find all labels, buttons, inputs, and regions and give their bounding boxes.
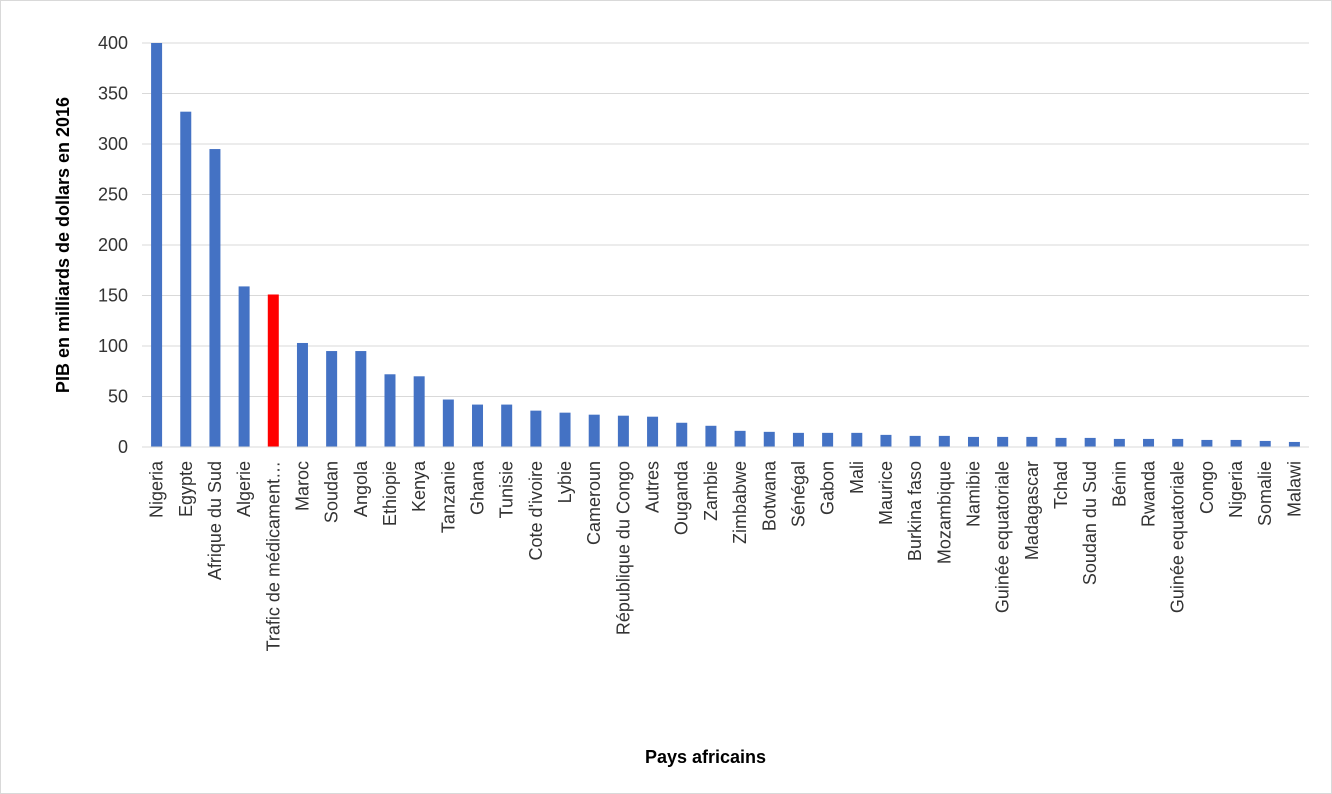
x-tick-label: Somalie (1255, 461, 1275, 526)
x-tick-label: Mozambique (934, 461, 954, 564)
y-tick-label: 100 (98, 336, 128, 356)
x-tick-label: Gabon (818, 461, 838, 515)
bar (1084, 437, 1096, 447)
bar (501, 404, 513, 447)
bar (909, 435, 921, 447)
bar (880, 434, 892, 447)
bar (472, 404, 484, 447)
x-tick-label: Guinée equatoriale (1168, 461, 1188, 613)
x-tick-label: Botwana (759, 460, 779, 531)
y-tick-label: 0 (118, 437, 128, 457)
x-tick-label: Nigeria (147, 460, 167, 518)
bar (822, 432, 834, 447)
x-tick-label: Congo (1197, 461, 1217, 514)
bar (238, 286, 250, 447)
x-tick-label: Kenya (409, 460, 429, 512)
y-tick-label: 150 (98, 286, 128, 306)
bar (1201, 439, 1213, 447)
x-tick-label: Mali (847, 461, 867, 494)
x-tick-label: Maroc (292, 461, 312, 511)
bar (1172, 438, 1184, 447)
x-tick-label: Namibie (963, 461, 983, 527)
x-tick-label: Guinée equatoriale (993, 461, 1013, 613)
bar (384, 374, 396, 447)
bar (1055, 437, 1067, 447)
x-tick-label: Madagascar (1022, 461, 1042, 560)
x-tick-label: Algerie (234, 461, 254, 517)
x-tick-label: Trafic de médicament… (263, 461, 283, 651)
x-tick-label: Soudan (322, 461, 342, 523)
bar (1143, 438, 1155, 447)
x-tick-label: Burkina faso (905, 461, 925, 561)
bar (180, 111, 192, 448)
y-tick-label: 400 (98, 33, 128, 53)
bar (1259, 440, 1271, 447)
bars (151, 43, 1300, 448)
y-tick-label: 250 (98, 185, 128, 205)
x-tick-label: Nigeria (1226, 460, 1246, 518)
bar (1230, 439, 1242, 447)
bar (326, 351, 338, 447)
x-tick-label: Rwanda (1139, 460, 1159, 527)
x-tick-label: Tunisie (497, 461, 517, 518)
x-tick-label: Sénégal (788, 461, 808, 527)
bar (676, 422, 688, 447)
y-tick-label: 300 (98, 134, 128, 154)
bar (151, 43, 163, 447)
bar (617, 415, 629, 447)
bar (1288, 441, 1300, 447)
x-tick-label: Bénin (1109, 461, 1129, 507)
x-tick-label: République du Congo (613, 461, 633, 635)
bar (705, 425, 717, 447)
x-tick-label: Egypte (176, 461, 196, 517)
bar (442, 399, 454, 447)
y-axis-title: PIB en milliards de dollars en 2016 (53, 97, 73, 393)
gridlines (142, 42, 1309, 397)
bar (1026, 436, 1038, 447)
x-tick-label: Autres (643, 461, 663, 513)
bar (851, 432, 863, 447)
y-axis-ticks: 0 50 100 150 200 250 300 350 400 (98, 33, 128, 457)
bar (209, 149, 221, 448)
bar (296, 342, 308, 447)
bar (559, 412, 571, 447)
bar (647, 416, 659, 447)
x-tick-label: Zimbabwe (730, 461, 750, 544)
x-axis-categories: Nigeria Egypte Afrique du Sud Algerie Trafic… (147, 460, 1305, 651)
x-tick-label: Maurice (876, 461, 896, 525)
bar (413, 376, 425, 447)
bar (1113, 438, 1125, 447)
x-tick-label: Ghana (468, 460, 488, 515)
x-tick-label: Tanzanie (438, 461, 458, 533)
x-tick-label: Soudan du Sud (1080, 461, 1100, 585)
bar (997, 436, 1009, 447)
x-tick-label: Malawi (1284, 461, 1304, 517)
x-tick-label: Afrique du Sud (205, 461, 225, 580)
bar (734, 430, 746, 447)
bar (355, 351, 367, 447)
y-tick-label: 50 (108, 387, 128, 407)
x-tick-label: Ethiopie (380, 461, 400, 526)
x-tick-label: Ouganda (672, 460, 692, 535)
x-tick-label: Tchad (1051, 461, 1071, 509)
bar (967, 436, 979, 447)
x-tick-label: Angola (351, 460, 371, 517)
bar (267, 294, 279, 447)
y-tick-label: 350 (98, 84, 128, 104)
x-tick-label: Cote d'ivoire (526, 461, 546, 560)
bar (588, 414, 600, 447)
bar (792, 432, 804, 447)
y-tick-label: 200 (98, 235, 128, 255)
bar (763, 431, 775, 447)
x-tick-label: Cameroun (584, 461, 604, 545)
x-axis-title: Pays africains (645, 747, 766, 767)
x-tick-label: Zambie (701, 461, 721, 521)
x-tick-label: Lybie (555, 461, 575, 503)
bar (530, 410, 542, 447)
bar (938, 435, 950, 447)
